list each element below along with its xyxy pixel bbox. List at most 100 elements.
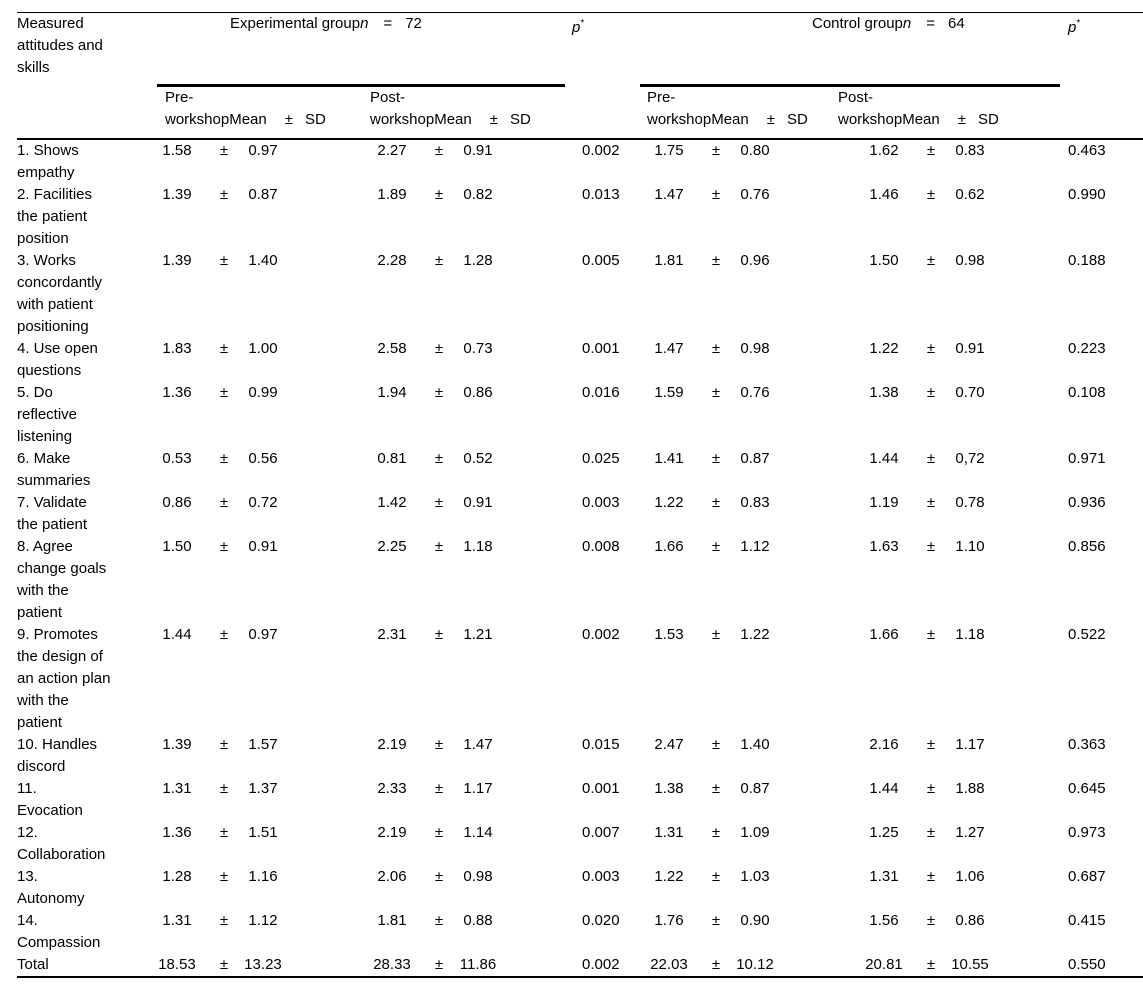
mean-value: 1.31 bbox=[162, 779, 192, 797]
post-workshop-prefix: Post- bbox=[370, 88, 406, 106]
sd-value: 0.72 bbox=[248, 493, 278, 511]
sd-value: 1.47 bbox=[463, 735, 493, 753]
p-value-control: 0.856 bbox=[1068, 537, 1106, 555]
plus-minus-sign: ± bbox=[434, 867, 444, 885]
plus-minus-sign: ± bbox=[434, 735, 444, 753]
plus-minus-sign: ± bbox=[434, 779, 444, 797]
attitudes-skills-table: Measured attitudes and skills Experiment… bbox=[17, 12, 1143, 978]
plus-minus-sign: ± bbox=[926, 141, 936, 159]
plus-minus-sign: ± bbox=[219, 735, 229, 753]
ctrl-post-cell: 1.22 ±0.91 bbox=[838, 338, 1062, 382]
ctrl-pre-cell: 1.59 ±0.76 bbox=[632, 382, 838, 448]
mean-value: 1.58 bbox=[162, 141, 192, 159]
plus-minus-sign: ± bbox=[926, 185, 936, 203]
subheader-exp-pre-workshop: Pre-workshopMean ± SD bbox=[140, 86, 355, 140]
mean-value: 1.50 bbox=[162, 537, 192, 555]
row-label: 1. Shows empathy bbox=[17, 141, 79, 181]
row-label: 8. Agree change goals with the patient bbox=[17, 537, 107, 621]
ctrl-pre-cell: 1.47 ±0.76 bbox=[632, 184, 838, 250]
exp-pre-cell: 0.86 ±0.72 bbox=[140, 492, 355, 536]
pre-workshop-prefix: Pre- bbox=[647, 88, 676, 106]
table-row: 4. Use open questions 1.83 ±1.00 2.58 ±0.7… bbox=[17, 338, 1143, 382]
p-value-control: 0.973 bbox=[1068, 823, 1106, 841]
equals-sign: = bbox=[383, 15, 393, 32]
mean-value: 2.31 bbox=[377, 625, 407, 643]
p-value-control: 0.415 bbox=[1068, 911, 1106, 929]
row-label: Total bbox=[17, 955, 49, 973]
exp-pre-cell: 1.36 ±0.99 bbox=[140, 382, 355, 448]
plus-minus-sign: ± bbox=[219, 383, 229, 401]
mean-value: 1.81 bbox=[377, 911, 407, 929]
plus-minus-sign: ± bbox=[711, 867, 721, 885]
mean-value: 1.22 bbox=[654, 867, 684, 885]
ctrl-post-cell: 1.66 ±1.18 bbox=[838, 624, 1062, 734]
sd-value: 0.91 bbox=[463, 493, 493, 511]
mean-value: 2.25 bbox=[377, 537, 407, 555]
table-body: 1. Shows empathy 1.58 ±0.97 2.27 ±0.91 0.0… bbox=[17, 139, 1143, 977]
mean-value: 1.56 bbox=[869, 911, 899, 929]
plus-minus-sign: ± bbox=[219, 141, 229, 159]
mean-value: 1.94 bbox=[377, 383, 407, 401]
pre-workshop-prefix: Pre- bbox=[165, 88, 194, 106]
mean-value: 2.47 bbox=[654, 735, 684, 753]
pre-workshop-mean-label: workshopMean bbox=[647, 110, 749, 128]
sd-value: 1.14 bbox=[463, 823, 493, 841]
exp-post-cell: 2.19 ±1.14 bbox=[355, 822, 565, 866]
mean-value: 0.53 bbox=[162, 449, 192, 467]
exp-pre-cell: 1.28 ±1.16 bbox=[140, 866, 355, 910]
sd-value: 1.51 bbox=[248, 823, 278, 841]
row-label: 2. Facilities the patient position bbox=[17, 185, 93, 247]
mean-value: 1.25 bbox=[869, 823, 899, 841]
mean-value: 1.19 bbox=[869, 493, 899, 511]
p-value-experimental: 0.001 bbox=[582, 779, 620, 797]
mean-value: 1.83 bbox=[162, 339, 192, 357]
ctrl-post-cell: 1.44 ±0,72 bbox=[838, 448, 1062, 492]
sd-value: 0.76 bbox=[740, 185, 770, 203]
header-p-value-experimental: p* bbox=[565, 12, 632, 140]
row-label: 13. Autonomy bbox=[17, 867, 85, 907]
mean-value: 1.36 bbox=[162, 823, 192, 841]
ctrl-pre-cell: 22.03 ±10.12 bbox=[632, 954, 838, 977]
plus-minus-sign: ± bbox=[434, 449, 444, 467]
header-measured-attitudes: Measured attitudes and skills bbox=[17, 12, 140, 140]
mean-value: 2.19 bbox=[377, 735, 407, 753]
n-symbol: n bbox=[360, 15, 369, 32]
plus-minus-sign: ± bbox=[434, 383, 444, 401]
ctrl-pre-cell: 1.22 ±1.03 bbox=[632, 866, 838, 910]
plus-minus-sign: ± bbox=[219, 449, 229, 467]
plus-minus-sign: ± bbox=[219, 779, 229, 797]
ctrl-post-cell: 1.62 ±0.83 bbox=[838, 139, 1062, 184]
p-symbol: p bbox=[572, 19, 581, 36]
sd-value: 1.06 bbox=[955, 867, 985, 885]
p-value-control: 0.188 bbox=[1068, 251, 1106, 269]
sd-value: 0.56 bbox=[248, 449, 278, 467]
table-row: 12. Collaboration 1.36 ±1.51 2.19 ±1.14 0.… bbox=[17, 822, 1143, 866]
sd-value: 0.96 bbox=[740, 251, 770, 269]
sd-value: 1.17 bbox=[463, 779, 493, 797]
sd-value: 0.70 bbox=[955, 383, 985, 401]
sd-value: 1.57 bbox=[248, 735, 278, 753]
row-label: 14. Compassion bbox=[17, 911, 101, 951]
plus-minus-sign: ± bbox=[926, 383, 936, 401]
ctrl-pre-cell: 2.47 ±1.40 bbox=[632, 734, 838, 778]
row-label: 7. Validate the patient bbox=[17, 493, 88, 533]
ctrl-post-cell: 1.31 ±1.06 bbox=[838, 866, 1062, 910]
pre-workshop-mean-label: workshopMean bbox=[165, 110, 267, 128]
exp-pre-cell: 1.58 ±0.97 bbox=[140, 139, 355, 184]
plus-minus-sign: ± bbox=[219, 625, 229, 643]
p-value-experimental: 0.002 bbox=[582, 141, 620, 159]
plus-minus-sign: ± bbox=[711, 493, 721, 511]
p-value-experimental: 0.003 bbox=[582, 493, 620, 511]
mean-value: 1.53 bbox=[654, 625, 684, 643]
sd-value: 1.09 bbox=[740, 823, 770, 841]
ctrl-post-cell: 1.56 ±0.86 bbox=[838, 910, 1062, 954]
plus-minus-sign: ± bbox=[926, 251, 936, 269]
sd-value: 10.12 bbox=[736, 955, 774, 973]
mean-value: 2.16 bbox=[869, 735, 899, 753]
plus-minus-sign: ± bbox=[926, 339, 936, 357]
header-experimental-group: Experimental groupn = 72 bbox=[140, 13, 565, 87]
sd-value: 1.22 bbox=[740, 625, 770, 643]
ctrl-post-cell: 1.38 ±0.70 bbox=[838, 382, 1062, 448]
sd-label: SD bbox=[786, 110, 808, 128]
sd-value: 1.40 bbox=[740, 735, 770, 753]
